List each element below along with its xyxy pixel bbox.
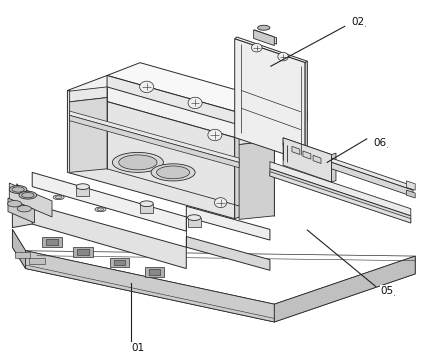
Polygon shape (70, 87, 107, 102)
Polygon shape (303, 151, 311, 159)
Polygon shape (406, 181, 415, 190)
Polygon shape (67, 75, 274, 137)
Circle shape (140, 81, 154, 93)
Ellipse shape (257, 25, 270, 30)
Polygon shape (235, 37, 307, 63)
Polygon shape (331, 162, 413, 197)
Polygon shape (73, 247, 93, 257)
Polygon shape (17, 184, 187, 269)
Ellipse shape (76, 184, 89, 190)
Polygon shape (270, 162, 411, 216)
Ellipse shape (187, 215, 201, 220)
Polygon shape (77, 250, 89, 255)
Polygon shape (46, 239, 58, 244)
Polygon shape (235, 39, 305, 161)
Ellipse shape (53, 195, 64, 200)
Ellipse shape (140, 201, 153, 206)
Polygon shape (107, 75, 274, 135)
Polygon shape (239, 140, 274, 219)
Circle shape (278, 52, 288, 61)
Polygon shape (274, 110, 307, 135)
Text: 05: 05 (381, 286, 394, 296)
Ellipse shape (22, 192, 34, 198)
Circle shape (208, 129, 222, 141)
Polygon shape (255, 30, 276, 44)
Polygon shape (70, 115, 239, 168)
Polygon shape (235, 122, 274, 219)
Ellipse shape (17, 205, 31, 212)
Polygon shape (283, 138, 331, 162)
Ellipse shape (97, 208, 104, 211)
Ellipse shape (55, 196, 62, 199)
Polygon shape (43, 237, 62, 247)
Polygon shape (292, 146, 300, 155)
Polygon shape (76, 187, 89, 196)
Polygon shape (15, 252, 31, 258)
Polygon shape (187, 237, 270, 270)
Polygon shape (26, 251, 274, 322)
Polygon shape (9, 183, 52, 217)
Polygon shape (274, 256, 415, 322)
Polygon shape (29, 258, 45, 264)
Ellipse shape (9, 186, 27, 194)
Circle shape (214, 198, 227, 208)
Polygon shape (149, 269, 160, 275)
Polygon shape (331, 158, 413, 190)
Circle shape (188, 97, 202, 109)
Text: 02: 02 (351, 17, 365, 27)
Ellipse shape (19, 191, 37, 199)
Polygon shape (283, 138, 331, 182)
Polygon shape (70, 98, 107, 172)
Polygon shape (406, 190, 415, 198)
Polygon shape (239, 130, 274, 145)
Polygon shape (67, 90, 235, 219)
Ellipse shape (151, 164, 195, 181)
Polygon shape (305, 61, 307, 161)
Polygon shape (313, 155, 321, 163)
Polygon shape (270, 169, 411, 223)
Ellipse shape (156, 166, 190, 179)
Polygon shape (331, 153, 336, 182)
Polygon shape (187, 218, 201, 227)
Polygon shape (32, 172, 187, 231)
Ellipse shape (12, 187, 24, 192)
Polygon shape (270, 172, 411, 223)
Polygon shape (107, 63, 307, 122)
Ellipse shape (95, 207, 106, 212)
Text: 01: 01 (131, 342, 144, 353)
Polygon shape (140, 204, 153, 213)
Polygon shape (254, 30, 274, 46)
Text: 06: 06 (373, 138, 386, 148)
Polygon shape (12, 229, 415, 322)
Ellipse shape (113, 153, 163, 172)
Polygon shape (12, 229, 26, 269)
Polygon shape (145, 267, 164, 277)
Circle shape (252, 43, 262, 52)
Ellipse shape (8, 201, 22, 207)
Polygon shape (8, 198, 35, 223)
Polygon shape (114, 260, 125, 265)
Polygon shape (70, 111, 239, 162)
Polygon shape (12, 204, 32, 228)
Ellipse shape (119, 155, 157, 170)
Polygon shape (110, 258, 129, 267)
Polygon shape (187, 206, 270, 240)
